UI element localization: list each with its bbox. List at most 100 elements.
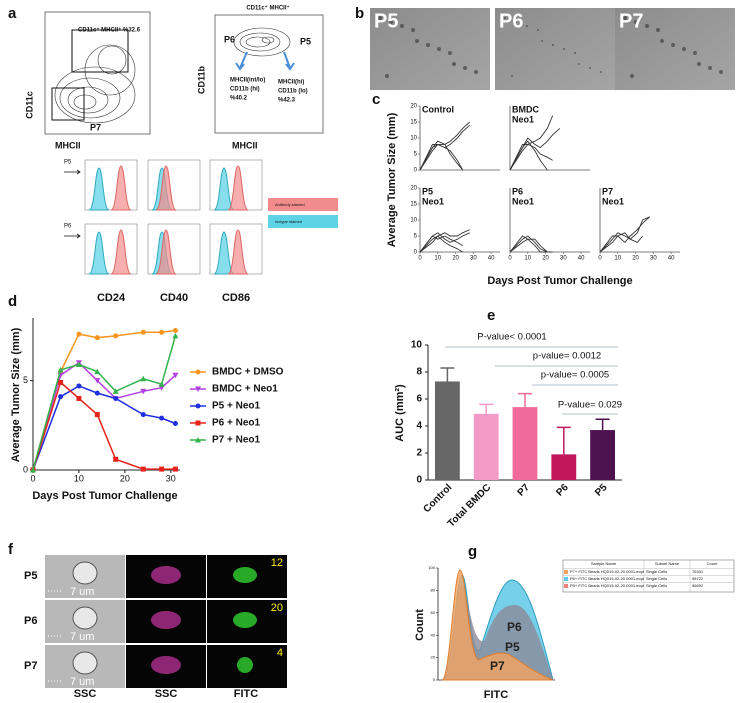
table-cell: 56692 [692,583,704,588]
data-point [113,395,119,401]
antibody-histogram [227,229,249,275]
tumor-line [419,235,463,253]
data-point [140,375,147,382]
legend-label: BMDC + Neo1 [212,384,278,395]
fitc-signal [237,657,253,673]
y-tick-label: 4 [416,421,422,432]
gate-text: CD11b (hi) [230,87,260,93]
cell [671,43,675,47]
gate-label: P5 [300,36,311,46]
tumor-line [599,216,650,253]
cell [719,70,723,74]
cell [389,20,393,24]
tumor-line [419,140,464,171]
axis-label: AUC (mm²) [394,384,406,442]
contour [97,45,127,75]
gate-text: CD11b (lo) [278,89,308,95]
fitc-signal [233,567,257,583]
isotype-histogram [88,167,110,211]
y-tick-label: 80 [431,587,436,592]
y-tick-label: 10 [410,218,417,224]
legend-table [562,559,735,593]
gate [71,29,129,73]
subplot-title: Neo1 [422,196,444,206]
x-tick-label: 0 [598,256,602,262]
tumor-line [419,143,464,171]
data-point [76,331,82,337]
x-tick-label: 30 [470,256,477,262]
cell [437,47,441,51]
arrow [283,51,295,71]
flow-plot-frame [44,11,151,135]
cell [660,39,664,43]
y-tick-label: 0 [414,250,418,256]
y-tick-label: 60 [431,610,436,615]
column-label: FITC [234,688,258,700]
legend-marker [195,386,201,392]
bar [473,413,499,480]
data-point [112,388,119,394]
arrow [64,169,81,175]
cell [426,43,430,47]
error-bar [556,426,571,455]
gate-label: CD11c⁺ MHCII⁺ %32.6 [78,27,141,34]
subplot-title: Neo1 [512,114,534,124]
legend-swatch [268,198,338,211]
row-swatch [564,584,568,588]
tumor-line [509,140,548,171]
cell [682,47,686,51]
series-line [32,361,176,471]
x-tick-label: 40 [578,256,585,262]
subplot-title: P6 [512,186,523,196]
micrograph [495,8,615,90]
data-point [30,467,36,473]
tumor-line [419,229,470,253]
y-tick-label: 100 [428,565,435,570]
y-tick-label: 0 [433,677,436,682]
row-label: P5 [64,160,72,166]
tumor-line [509,143,553,171]
data-point [140,412,146,418]
gate-text: %40.2 [230,96,248,102]
tumor-line [599,216,651,253]
cell [697,62,701,66]
x-tick-label: P5 [593,482,610,499]
cell [563,48,565,50]
series-line [32,335,177,471]
row-swatch [564,570,568,574]
y-tick-label: 20 [410,186,417,192]
cell [693,51,697,55]
table-header: Sample Name [591,561,617,566]
legend-label: Isotype stained [275,219,302,224]
marker-label: CD86 [222,292,250,304]
error-bar [479,403,494,414]
contour [84,44,136,96]
p-value: p-value= 0.0005 [541,370,609,381]
row-label: P6 [64,224,72,230]
cell [463,66,467,70]
data-point [76,383,82,389]
cell [511,75,513,77]
table-header: Subset Name [655,561,680,566]
cell [708,66,712,70]
cell [72,561,98,585]
p-value: P-value= 0.029 [558,400,622,411]
error-bar [440,367,455,382]
data-point [140,388,147,395]
cell [415,39,419,43]
y-tick-label: 0 [416,475,422,486]
y-tick-label: 0 [23,464,28,474]
contour [245,36,271,48]
legend-swatch [268,215,338,228]
x-tick-label: P6 [554,482,571,499]
antibody-histogram [155,229,177,275]
axis-label: CD11c [24,91,34,119]
legend-label: P5 + Neo1 [212,401,261,412]
curve-label: P6 [507,620,522,634]
gate-label: P6 [224,34,235,44]
cell [578,63,580,65]
data-point [172,421,178,427]
gate-label: P7 [90,122,101,132]
contour [239,32,281,52]
arrow [64,233,81,239]
